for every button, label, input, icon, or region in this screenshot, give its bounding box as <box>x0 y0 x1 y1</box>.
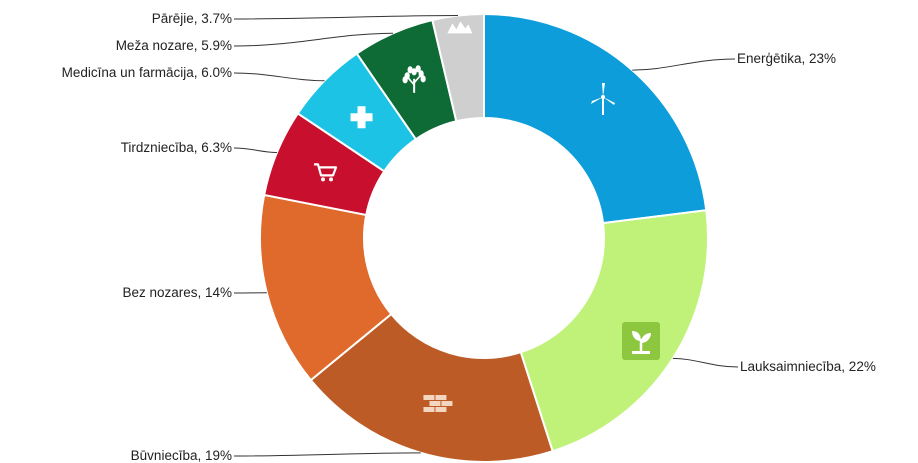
data-label-0: Enerģētika, 23% <box>737 51 836 66</box>
wind-turbine-icon <box>591 83 615 115</box>
data-label-4: Tirdzniecība, 6.3% <box>121 140 232 155</box>
slice-0 <box>483 12 708 225</box>
leader-line-7 <box>233 15 458 20</box>
data-label-6: Meža nozare, 5.9% <box>116 38 232 53</box>
data-label-7: Pārējie, 3.7% <box>152 11 232 26</box>
leader-line-1 <box>672 357 739 368</box>
leader-line-6 <box>233 32 394 47</box>
tree-icon <box>402 65 426 93</box>
sprout-icon <box>622 322 660 360</box>
medical-cross-icon <box>350 106 373 129</box>
mountains-icon <box>447 21 473 34</box>
leader-line-5 <box>233 72 325 82</box>
data-label-3: Bez nozares, 14% <box>122 285 232 300</box>
data-label-1: Lauksaimniecība, 22% <box>740 359 876 374</box>
leader-line-2 <box>233 452 421 457</box>
slice-1 <box>519 209 709 453</box>
leader-line-4 <box>233 147 277 154</box>
shopping-cart-icon <box>314 163 338 182</box>
bricks-icon <box>423 395 453 413</box>
data-label-2: Būvniecība, 19% <box>131 448 232 463</box>
slice-2 <box>309 312 554 463</box>
data-label-5: Medicīna un farmācija, 6.0% <box>62 65 232 80</box>
leader-line-0 <box>632 58 736 71</box>
slice-7 <box>431 12 485 123</box>
